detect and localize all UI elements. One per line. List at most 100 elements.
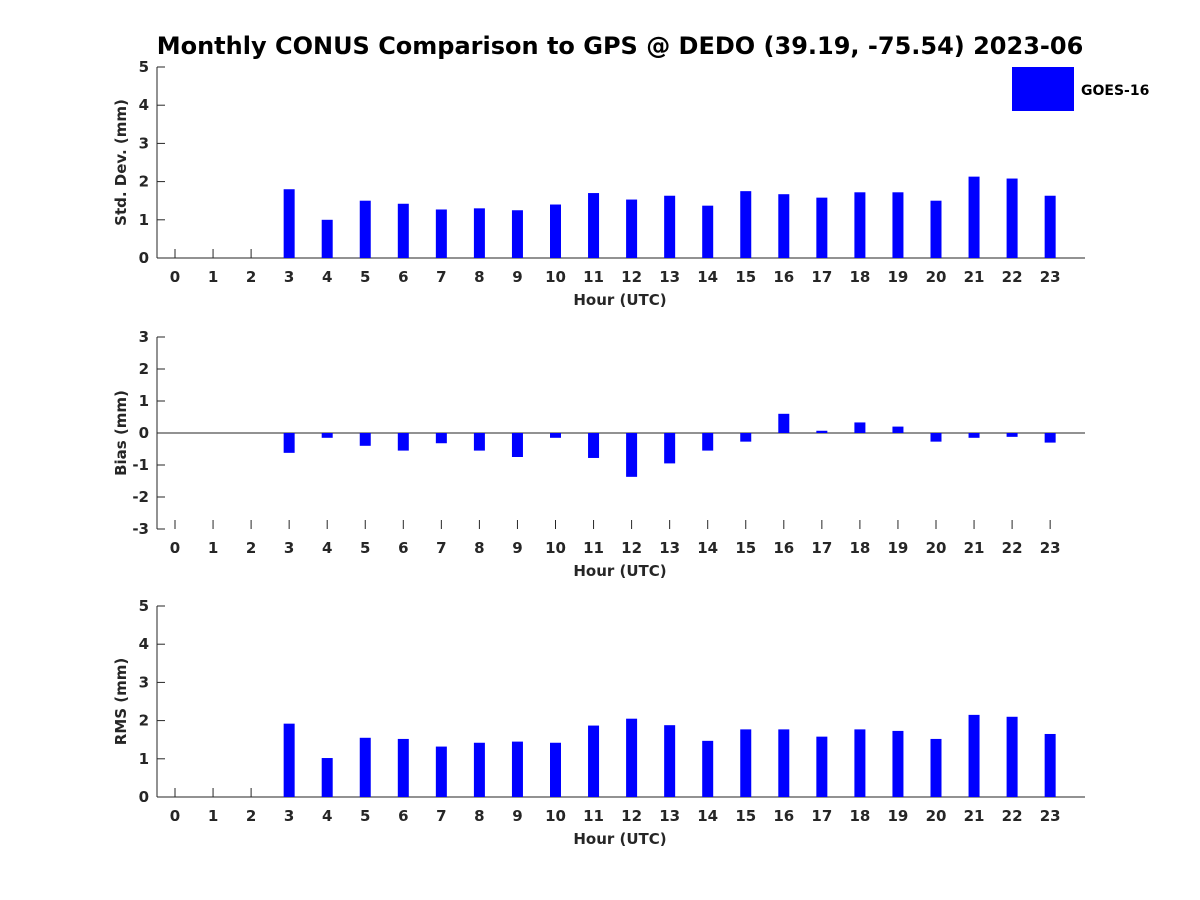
x-tick-label: 15 (735, 807, 756, 825)
bar (397, 203, 409, 258)
x-tick-label: 12 (621, 807, 642, 825)
y-tick-label: 4 (139, 635, 149, 653)
x-tick-label: 3 (284, 807, 294, 825)
bar (892, 426, 904, 433)
x-tick-label: 0 (170, 807, 180, 825)
x-tick-label: 6 (398, 539, 408, 557)
bar (550, 742, 561, 797)
x-tick-label: 14 (697, 268, 718, 286)
bar (930, 433, 942, 442)
y-tick-label: 1 (139, 392, 149, 410)
legend: GOES-16 (1012, 67, 1149, 111)
x-tick-label: 8 (474, 268, 484, 286)
x-tick-label: 5 (360, 807, 370, 825)
bar (854, 422, 866, 433)
y-tick-label: 3 (139, 328, 149, 346)
chart-title: Monthly CONUS Comparison to GPS @ DEDO (… (157, 32, 1084, 60)
x-tick-label: 0 (170, 539, 180, 557)
x-tick-label: 11 (583, 539, 604, 557)
x-tick-label: 7 (436, 539, 446, 557)
y-tick-label: -1 (132, 456, 149, 474)
x-tick-label: 19 (888, 807, 909, 825)
bar (511, 433, 523, 457)
x-tick-label: 16 (773, 268, 794, 286)
x-tick-label: 5 (360, 268, 370, 286)
x-tick-label: 6 (398, 268, 408, 286)
x-tick-label: 13 (659, 807, 680, 825)
x-tick-label: 7 (436, 807, 446, 825)
y-tick-label: -2 (132, 488, 149, 506)
x-tick-label: 23 (1040, 807, 1061, 825)
x-tick-label: 10 (545, 539, 566, 557)
x-tick-label: 0 (170, 268, 180, 286)
bar (588, 433, 600, 458)
x-tick-label: 18 (849, 268, 870, 286)
bar (702, 740, 714, 797)
y-axis-label: Bias (mm) (112, 390, 130, 476)
y-tick-label: 0 (139, 788, 149, 806)
bar (550, 433, 561, 438)
x-tick-label: 3 (284, 268, 294, 286)
x-tick-label: 17 (811, 539, 832, 557)
x-tick-label: 16 (773, 807, 794, 825)
x-tick-label: 1 (208, 539, 218, 557)
x-tick-label: 23 (1040, 539, 1061, 557)
x-tick-label: 11 (583, 807, 604, 825)
x-tick-label: 4 (322, 268, 332, 286)
x-tick-label: 21 (964, 807, 985, 825)
legend-swatch (1012, 67, 1074, 111)
bar (1006, 433, 1018, 437)
bar (892, 192, 904, 258)
x-axis-label: Hour (UTC) (573, 291, 666, 309)
y-tick-label: 3 (139, 673, 149, 691)
x-axis-label: Hour (UTC) (573, 830, 666, 848)
x-tick-label: 21 (964, 268, 985, 286)
bar (588, 193, 600, 258)
x-tick-label: 22 (1002, 268, 1023, 286)
bar (968, 176, 980, 258)
x-tick-label: 14 (697, 807, 718, 825)
bar (435, 209, 447, 258)
bar (740, 729, 752, 797)
x-tick-label: 4 (322, 807, 332, 825)
x-tick-label: 18 (849, 807, 870, 825)
bar (1044, 733, 1056, 797)
y-tick-label: 2 (139, 360, 149, 378)
bar (892, 730, 904, 797)
y-tick-label: 1 (139, 211, 149, 229)
bar (511, 741, 523, 797)
bar (626, 199, 638, 258)
bar (1006, 178, 1018, 258)
y-tick-label: 0 (139, 424, 149, 442)
bar (473, 433, 485, 451)
x-tick-label: 20 (926, 539, 947, 557)
bar (626, 718, 638, 797)
x-tick-label: 13 (659, 539, 680, 557)
x-axis-label: Hour (UTC) (573, 562, 666, 580)
bar (1006, 716, 1018, 797)
bar (626, 433, 638, 477)
x-tick-label: 8 (474, 807, 484, 825)
bar (930, 200, 942, 258)
bar (359, 200, 371, 258)
bar (1044, 433, 1056, 443)
bar (778, 413, 790, 433)
x-tick-label: 12 (621, 539, 642, 557)
bar (664, 725, 676, 797)
y-axis-label: Std. Dev. (mm) (112, 99, 130, 226)
x-tick-label: 12 (621, 268, 642, 286)
bar (816, 197, 828, 258)
x-tick-label: 20 (926, 807, 947, 825)
bar (740, 191, 752, 258)
bar (473, 742, 485, 797)
x-tick-label: 9 (512, 268, 522, 286)
x-tick-label: 14 (697, 539, 718, 557)
y-axis-label: RMS (mm) (112, 658, 130, 745)
y-tick-label: 3 (139, 134, 149, 152)
x-tick-label: 17 (811, 268, 832, 286)
bar (702, 205, 714, 258)
bar (321, 433, 333, 438)
bar (664, 195, 676, 258)
